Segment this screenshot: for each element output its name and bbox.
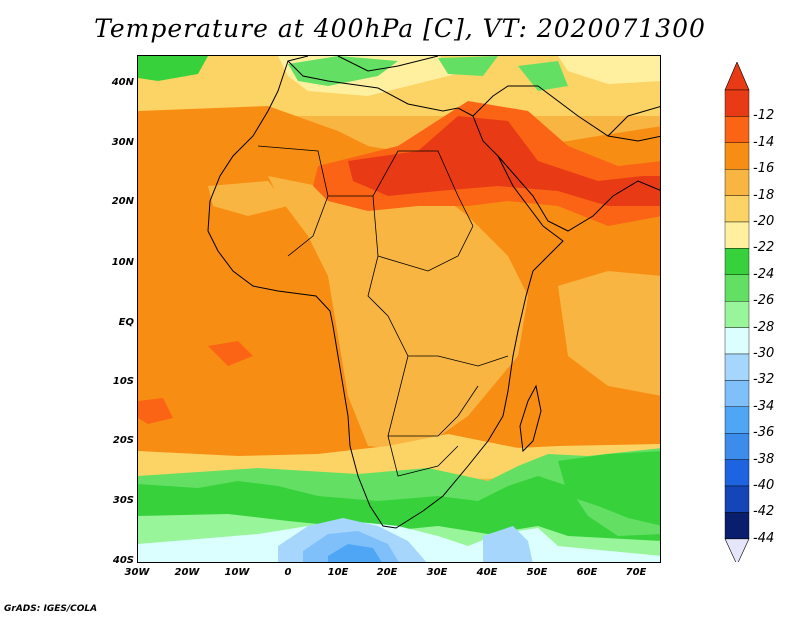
colorbar-label: -32 [753,372,775,388]
madagascar [519,384,542,453]
field-ne-green [518,61,568,91]
colorbar-cell [724,406,750,434]
colorbar-label: -26 [753,293,775,309]
colorbar-label: -18 [753,187,775,203]
colorbar-label: -14 [753,134,775,150]
lat-label-eq: EQ [118,317,134,328]
lat-label-30n: 30N [111,137,134,148]
colorbar-cell [724,300,750,328]
colorbar-cell [724,168,750,196]
colorbar-cell [724,248,750,275]
colorbar-cell [724,512,750,539]
arabia-coast [497,155,660,232]
lon-label-20w: 20W [174,567,200,578]
field-africa-interior [268,176,528,451]
colorbar-cell [724,380,750,407]
colorbar-top-arrow [724,62,750,91]
colorbar-cell [724,459,750,487]
coastlines [207,56,660,529]
lon-label-40e: 40E [476,567,498,578]
colorbar-label: -12 [753,108,775,124]
field-se-green [558,451,660,526]
colorbar-label: -22 [753,240,775,256]
colorbar-cell [724,327,750,355]
europe-coast [287,56,439,72]
middle-east-coast [472,85,660,142]
field-ne-pale [558,56,660,84]
lat-label-10n: 10N [111,257,134,268]
colorbar-cell [724,353,750,381]
colorbar-label: -30 [753,346,775,361]
colorbar-cell [724,195,750,223]
colorbar-cell [724,142,750,170]
lon-label-70e: 70E [625,567,647,578]
lon-label-60e: 60E [576,567,598,578]
field-indian-ocean-light [558,271,660,396]
lat-label-10s: 10S [112,376,134,387]
country-borders [257,145,509,477]
lat-label-30s: 30S [112,495,134,506]
lon-label-50e: 50E [526,567,548,578]
asia-coast [607,106,660,137]
lon-label-30e: 30E [426,567,448,578]
colorbar-label: -38 [753,451,775,467]
colorbar-label: -36 [753,425,775,441]
lat-label-40s: 40S [112,555,134,566]
colorbar-label: -24 [753,266,775,282]
lon-label-30w: 30W [124,567,150,578]
field-warm-patch-1 [208,341,253,366]
colorbar-label: -44 [753,530,775,546]
colorbar-cell [724,89,750,117]
lon-label-10e: 10E [327,567,349,578]
lat-label-40n: 40N [111,77,134,88]
field-cold-blue-east [483,526,533,562]
lon-label-0: 0 [284,567,292,578]
colorbar-label: -40 [753,478,775,493]
colorbar-bottom-arrow [724,538,750,562]
colorbar-label: -16 [753,161,775,177]
colorbar-cell [724,116,750,144]
colorbar-label: -20 [753,214,775,229]
field-east-med-green [438,56,498,76]
field-cold-blue-core [328,544,382,562]
map-canvas [138,56,660,562]
colorbar-cell [724,274,750,302]
colorbar-cell [724,433,750,460]
field-warm-patch-2 [138,398,173,424]
field-sahel-light [208,181,288,216]
lat-label-20s: 20S [112,435,134,446]
colorbar-label: -34 [753,398,775,414]
map-title: Temperature at 400hPa [C], VT: 202007130… [94,14,706,43]
temperature-map [137,55,661,563]
field-atlantic-north-green [138,56,208,81]
africa-coastline [207,60,564,529]
lat-label-20n: 20N [111,196,134,207]
grads-credit: GrADS: IGES/COLA [4,604,98,614]
lon-label-20e: 20E [376,567,398,578]
lon-label-10w: 10W [224,567,250,578]
colorbar-cell [724,221,750,249]
colorbar-label: -42 [753,504,775,520]
colorbar-cell [724,485,750,513]
colorbar-label: -28 [753,319,775,335]
colorbar [724,62,750,562]
field-hot-core [348,116,660,206]
